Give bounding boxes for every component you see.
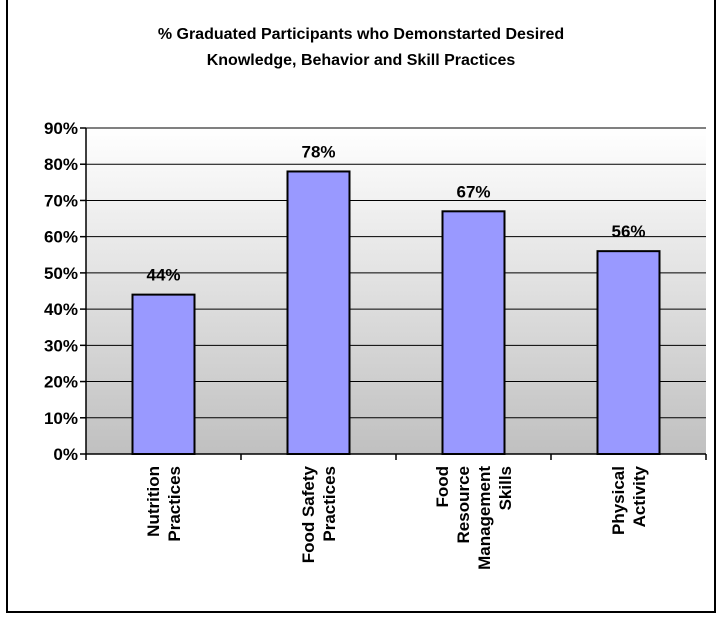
category-label-line: Physical bbox=[609, 466, 628, 535]
category-label-line: Skills bbox=[496, 466, 515, 510]
category-label-line: Practices bbox=[320, 466, 339, 542]
axes bbox=[80, 127, 707, 460]
bar bbox=[441, 210, 506, 455]
category-label: Nutrition Practices bbox=[144, 466, 184, 542]
category-label: Food Resource Management Skills bbox=[433, 466, 515, 570]
category-label-line: Resource bbox=[454, 466, 473, 543]
y-tick-label: 80% bbox=[44, 155, 78, 174]
data-label: 56% bbox=[611, 222, 645, 241]
category-label: Food Safety Practices bbox=[299, 465, 339, 563]
data-label: 78% bbox=[301, 142, 335, 161]
category-label-line: Food bbox=[433, 466, 452, 508]
chart-title-line: % Graduated Participants who Demonstarte… bbox=[158, 26, 564, 43]
bar bbox=[286, 170, 351, 455]
category-label-line: Practices bbox=[165, 466, 184, 542]
category-label-line: Nutrition bbox=[144, 466, 163, 537]
category-label-line: Activity bbox=[630, 465, 649, 527]
y-tick-label: 90% bbox=[44, 119, 78, 138]
y-tick-label: 60% bbox=[44, 228, 78, 247]
category-labels: Nutrition Practices Food Safety Practices Fo… bbox=[144, 465, 649, 569]
data-label: 67% bbox=[456, 182, 490, 201]
y-tick-label: 20% bbox=[44, 373, 78, 392]
category-label: Physical Activity bbox=[609, 465, 649, 535]
data-label: 44% bbox=[146, 266, 180, 285]
y-tick-labels: 0% 10% 20% 30% 40% 50% 60% 70% 80% 90% bbox=[44, 119, 78, 464]
category-label-line: Food Safety bbox=[299, 465, 318, 563]
bar bbox=[131, 293, 196, 455]
y-tick-label: 30% bbox=[44, 336, 78, 355]
chart-title-line: Knowledge, Behavior and Skill Practices bbox=[207, 52, 516, 69]
y-tick-label: 40% bbox=[44, 300, 78, 319]
chart-title: % Graduated Participants who Demonstarte… bbox=[158, 26, 564, 69]
category-label-line: Management bbox=[475, 466, 494, 570]
y-tick-label: 0% bbox=[53, 445, 78, 464]
y-tick-label: 10% bbox=[44, 409, 78, 428]
bar bbox=[596, 250, 661, 455]
bars bbox=[131, 170, 661, 455]
y-tick-label: 50% bbox=[44, 264, 78, 283]
y-tick-label: 70% bbox=[44, 191, 78, 210]
data-labels: 44% 78% 67% 56% bbox=[146, 142, 645, 284]
